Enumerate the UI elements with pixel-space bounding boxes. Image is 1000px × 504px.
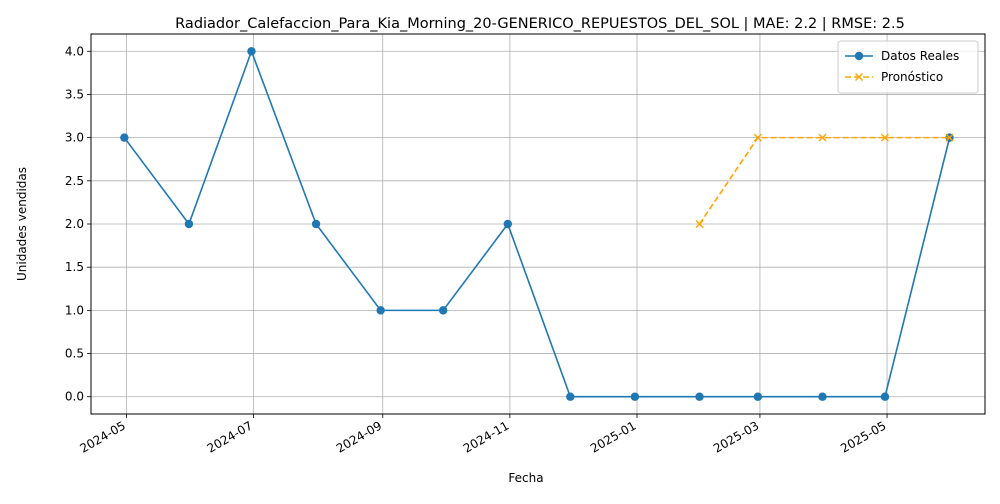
y-tick-label: 3.0 [65, 131, 84, 145]
x-tick-label: 2025-03 [711, 418, 761, 455]
y-tick-label: 1.0 [65, 303, 84, 317]
y-tick-label: 2.0 [65, 217, 84, 231]
chart-title: Radiador_Calefaccion_Para_Kia_Morning_20… [175, 16, 905, 32]
data-point [630, 392, 640, 401]
legend-marker [854, 51, 864, 61]
series-layer [120, 47, 954, 401]
data-point [184, 219, 194, 229]
legend-box [837, 40, 979, 94]
data-point [503, 219, 512, 229]
legend-marker [855, 73, 863, 81]
y-tick-label: 3.5 [65, 87, 84, 101]
x-tick-label: 2025-01 [588, 418, 638, 455]
data-point [376, 306, 385, 315]
x-tick-label: 2024-11 [461, 418, 511, 455]
marker-stroke [945, 133, 954, 142]
x-axis-title: Fecha [508, 471, 543, 485]
y-tick-label: 1.5 [65, 260, 84, 274]
x-tick-label: 2024-07 [205, 418, 255, 455]
data-point [880, 392, 890, 401]
marker-stroke [818, 133, 827, 142]
data-point [247, 47, 256, 56]
x-axis-ticks: 2024-05 2024-07 2024-09 2024-11 2025-01 2025-… [78, 414, 889, 456]
data-point [695, 392, 704, 401]
data-point [311, 219, 321, 229]
data-point [695, 220, 704, 228]
data-point [818, 133, 827, 142]
data-point [120, 133, 129, 142]
data-point [438, 306, 448, 315]
legend-label: Pronóstico [881, 70, 943, 84]
y-axis-title: Unidades vendidas [15, 167, 29, 281]
legend-item: Pronóstico [845, 70, 943, 84]
data-point [880, 133, 889, 142]
legend: Datos Reales Pronóstico [837, 40, 979, 94]
x-tick-label: 2024-05 [78, 418, 128, 455]
marker-stroke [753, 133, 762, 142]
marker-stroke [880, 133, 889, 142]
data-point [753, 392, 763, 401]
y-tick-label: 4.0 [65, 44, 84, 58]
x-tick-label: 2025-05 [838, 418, 888, 455]
data-point [753, 133, 762, 142]
y-axis-ticks: 0.0 0.5 1.0 1.5 2.0 2.5 3.0 3.5 4.0 [65, 44, 91, 404]
legend-label: Datos Reales [881, 49, 959, 63]
y-tick-label: 0.0 [65, 390, 84, 404]
y-tick-label: 0.5 [65, 347, 84, 361]
y-tick-label: 2.5 [65, 174, 84, 188]
data-point [945, 133, 954, 142]
series-line [698, 136, 950, 225]
legend-item: Datos Reales [845, 49, 959, 63]
data-point [818, 392, 827, 401]
series-line [123, 48, 951, 398]
series-forecast [695, 133, 954, 228]
marker-stroke [695, 220, 704, 228]
x-tick-label: 2024-09 [334, 418, 384, 455]
data-point [566, 392, 575, 401]
